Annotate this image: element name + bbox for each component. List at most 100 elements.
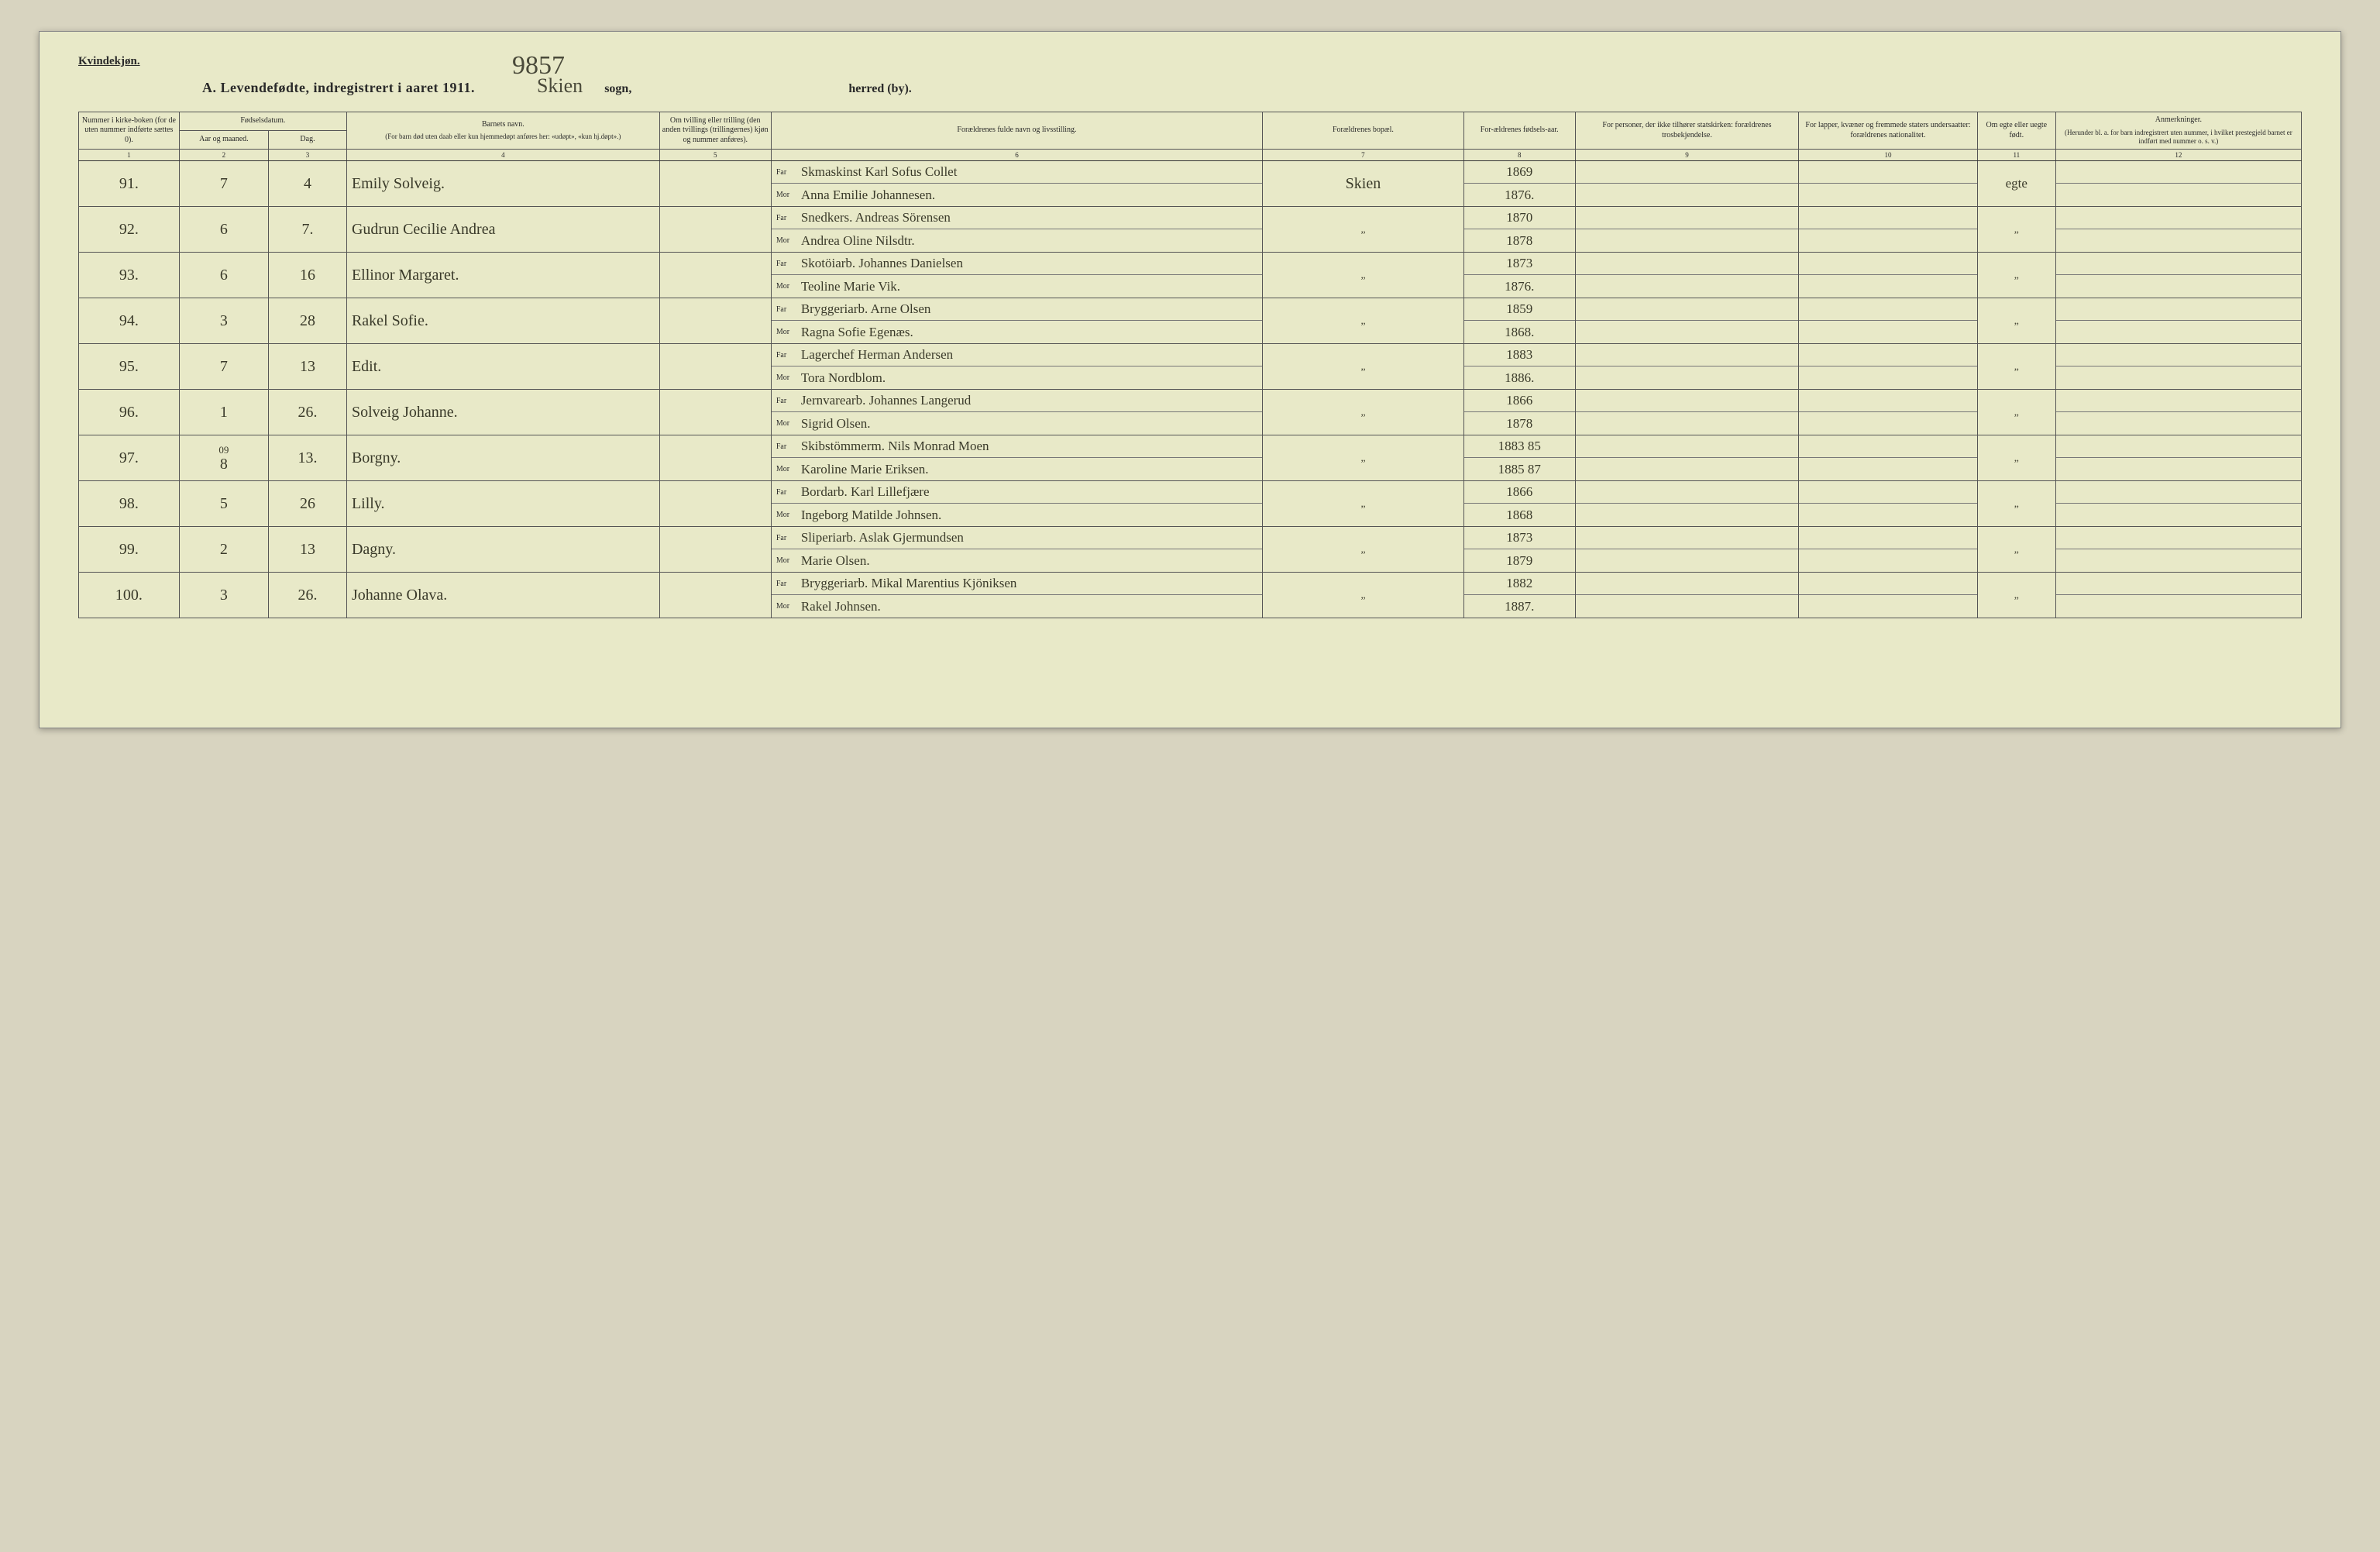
cell-nationality bbox=[1799, 573, 1978, 618]
father-line: FarSliperiarb. Aslak Gjermundsen bbox=[772, 527, 1262, 549]
cell-remarks bbox=[2055, 207, 2301, 253]
child-name: Rakel Sofie. bbox=[352, 312, 428, 329]
entry-number: 92. bbox=[119, 221, 139, 238]
child-name: Ellinor Margaret. bbox=[352, 267, 459, 284]
cell-years: 18661868 bbox=[1463, 481, 1575, 527]
cell-month: 7 bbox=[179, 161, 268, 207]
cell-parents: FarSkmaskinst Karl Sofus Collet Mor Anna E… bbox=[771, 161, 1262, 207]
entry-number: 100. bbox=[115, 587, 143, 604]
register-table: Nummer i kirke-boken (for de uten nummer… bbox=[78, 112, 2302, 618]
colnum: 1 bbox=[79, 150, 180, 161]
mother-year: 1876. bbox=[1505, 188, 1534, 203]
cell-twin bbox=[659, 527, 771, 573]
colnum: 8 bbox=[1463, 150, 1575, 161]
mother-line: MorMarie Olsen. bbox=[772, 549, 1262, 572]
father-year: 1869 bbox=[1506, 164, 1532, 180]
cell-nationality bbox=[1799, 435, 1978, 481]
mor-label: Mor bbox=[776, 191, 795, 199]
mother-line: Mor Rakel Johnsen. bbox=[772, 595, 1262, 618]
cell-day: 13 bbox=[269, 344, 347, 390]
mother-line: MorSigrid Olsen. bbox=[772, 412, 1262, 435]
cell-num: 91. bbox=[79, 161, 180, 207]
cell-bopel: „ bbox=[1263, 344, 1464, 390]
cell-child: Solveig Johanne. bbox=[346, 390, 659, 435]
entry-number: 99. bbox=[119, 541, 139, 558]
cell-parents: FarBordarb. Karl LillefjæreMorIngeborg M… bbox=[771, 481, 1262, 527]
col12-title: Anmerkninger. bbox=[2058, 115, 2299, 126]
month: 6 bbox=[220, 267, 228, 284]
cell-remarks bbox=[2055, 527, 2301, 573]
far-label: Far bbox=[776, 580, 795, 588]
col-header-5: Om tvilling eller trilling (den anden tv… bbox=[659, 112, 771, 150]
colnum: 6 bbox=[771, 150, 1262, 161]
cell-parents: FarSkotöiarb. Johannes DanielsenMorTeoli… bbox=[771, 253, 1262, 298]
col-header-7: Forældrenes bopæl. bbox=[1263, 112, 1464, 150]
legitimacy: egte bbox=[2006, 176, 2027, 191]
day: 13 bbox=[300, 358, 315, 375]
cell-bopel: „ bbox=[1263, 253, 1464, 298]
cell-twin bbox=[659, 207, 771, 253]
cell-nationality bbox=[1799, 481, 1978, 527]
cell-child: Gudrun Cecilie Andrea bbox=[346, 207, 659, 253]
cell-month: 7 bbox=[179, 344, 268, 390]
cell-day: 28 bbox=[269, 298, 347, 344]
table-row: 94.328Rakel Sofie.FarBryggeriarb. Arne O… bbox=[79, 298, 2302, 344]
father-line: FarSnedkers. Andreas Sörensen bbox=[772, 207, 1262, 229]
cell-twin bbox=[659, 481, 771, 527]
table-row: 95.713Edit.FarLagerchef Herman AndersenM… bbox=[79, 344, 2302, 390]
mother-year: 1879 bbox=[1506, 553, 1532, 569]
cell-child: Johanne Olava. bbox=[346, 573, 659, 618]
mother-line: MorRagna Sofie Egenæs. bbox=[772, 321, 1262, 343]
mother-year: 1886. bbox=[1505, 370, 1534, 386]
father-name: Snedkers. Andreas Sörensen bbox=[801, 210, 951, 225]
cell-num: 92. bbox=[79, 207, 180, 253]
legitimacy: „ bbox=[2014, 498, 2019, 510]
col4-subtitle: (For barn død uten daab eller kun hjemme… bbox=[349, 132, 657, 141]
colnum: 10 bbox=[1799, 150, 1978, 161]
cell-month: 3 bbox=[179, 298, 268, 344]
cell-child: Lilly. bbox=[346, 481, 659, 527]
father-name: Skibstömmerm. Nils Monrad Moen bbox=[801, 439, 989, 454]
cell-twin bbox=[659, 390, 771, 435]
mother-line: MorIngeborg Matilde Johnsen. bbox=[772, 504, 1262, 526]
colnum: 12 bbox=[2055, 150, 2301, 161]
month: 1 bbox=[220, 404, 228, 421]
mother-name: Anna Emilie Johannesen. bbox=[801, 188, 935, 203]
father-line: FarSkmaskinst Karl Sofus Collet bbox=[772, 161, 1262, 184]
table-row: 99.213Dagny.FarSliperiarb. Aslak Gjermun… bbox=[79, 527, 2302, 573]
cell-years: 1869 1876. bbox=[1463, 161, 1575, 207]
entry-number: 93. bbox=[119, 267, 139, 284]
father-line: FarJernvarearb. Johannes Langerud bbox=[772, 390, 1262, 412]
cell-religion bbox=[1575, 344, 1798, 390]
residence: „ bbox=[1360, 361, 1365, 373]
legitimacy: „ bbox=[2014, 270, 2019, 281]
cell-remarks bbox=[2055, 344, 2301, 390]
cell-nationality bbox=[1799, 527, 1978, 573]
table-row: 93.616Ellinor Margaret.FarSkotöiarb. Joh… bbox=[79, 253, 2302, 298]
cell-remarks bbox=[2055, 481, 2301, 527]
col12-subtitle: (Herunder bl. a. for barn indregistrert … bbox=[2058, 129, 2299, 146]
mother-line: MorTora Nordblom. bbox=[772, 366, 1262, 389]
table-row: 97.09813.Borgny.FarSkibstömmerm. Nils Mo… bbox=[79, 435, 2302, 481]
father-name: Bordarb. Karl Lillefjære bbox=[801, 484, 930, 500]
cell-num: 94. bbox=[79, 298, 180, 344]
mor-label: Mor bbox=[776, 328, 795, 336]
father-year: 1882 bbox=[1506, 576, 1532, 591]
cell-egte: egte bbox=[1977, 161, 2055, 207]
mother-name: Rakel Johnsen. bbox=[801, 599, 881, 614]
cell-day: 13. bbox=[269, 435, 347, 481]
legitimacy: „ bbox=[2014, 590, 2019, 601]
cell-day: 4 bbox=[269, 161, 347, 207]
colnum: 2 bbox=[179, 150, 268, 161]
cell-parents: FarBryggeriarb. Arne OlsenMorRagna Sofie… bbox=[771, 298, 1262, 344]
mor-label: Mor bbox=[776, 282, 795, 291]
cell-egte: „ bbox=[1977, 298, 2055, 344]
father-name: Bryggeriarb. Arne Olsen bbox=[801, 301, 931, 317]
day: 7. bbox=[302, 221, 314, 238]
legitimacy: „ bbox=[2014, 544, 2019, 556]
day: 28 bbox=[300, 312, 315, 329]
father-year: 1859 bbox=[1506, 301, 1532, 317]
cell-nationality bbox=[1799, 344, 1978, 390]
cell-years: 18661878 bbox=[1463, 390, 1575, 435]
mor-label: Mor bbox=[776, 602, 795, 611]
